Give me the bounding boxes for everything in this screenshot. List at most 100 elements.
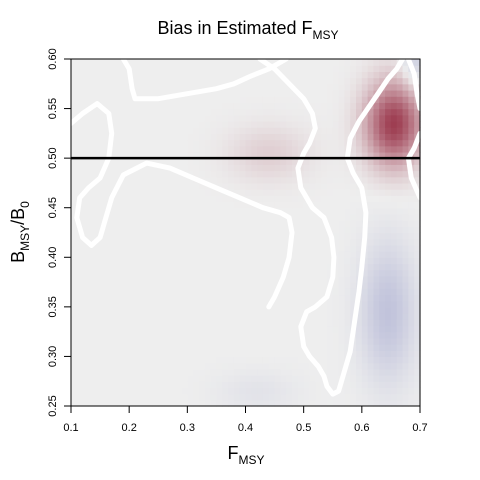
heatmap-cell [198, 151, 206, 159]
heatmap-cell [239, 232, 247, 240]
heatmap-cell [396, 337, 404, 345]
heatmap-cell [181, 139, 188, 147]
heatmap-cell [414, 288, 421, 296]
heatmap-cell [338, 275, 345, 283]
heatmap-cell [222, 244, 229, 252]
heatmap-cell [111, 65, 119, 72]
heatmap-cell [198, 300, 206, 308]
heatmap-cell [158, 300, 165, 308]
heatmap-cell [210, 151, 218, 159]
heatmap-cell [169, 127, 177, 134]
heatmap-cell [245, 238, 252, 246]
heatmap-cell [350, 375, 357, 382]
heatmap-cell [71, 176, 78, 184]
heatmap-cell [373, 83, 380, 91]
heatmap-cell [408, 282, 415, 289]
heatmap-cell [315, 226, 322, 234]
heatmap-cell [111, 381, 119, 389]
y-tick-label: 0.40 [47, 247, 59, 268]
heatmap-cell [402, 282, 409, 289]
heatmap-cell [268, 232, 276, 240]
heatmap-cell [274, 269, 281, 277]
heatmap-cell [280, 83, 287, 91]
heatmap-cell [309, 313, 316, 320]
heatmap-cell [100, 325, 107, 333]
heatmap-cell [233, 127, 241, 134]
heatmap-cell [76, 387, 84, 395]
heatmap-cell [123, 189, 130, 196]
heatmap-cell [280, 282, 287, 289]
heatmap-cell [222, 325, 229, 333]
heatmap-cell [129, 362, 136, 370]
heatmap-cell [82, 127, 90, 134]
heatmap-cell [204, 306, 212, 314]
heatmap-cell [344, 83, 351, 91]
heatmap-cell [321, 139, 328, 147]
heatmap-cell [76, 182, 84, 190]
y-tick-label: 0.55 [47, 98, 59, 119]
heatmap-cell [321, 164, 328, 172]
heatmap-cell [245, 362, 252, 370]
heatmap-cell [82, 102, 90, 110]
heatmap-cell [228, 96, 235, 103]
heatmap-cell [239, 381, 247, 389]
heatmap-cell [169, 244, 177, 252]
heatmap-cell [297, 83, 305, 91]
heatmap-cell [88, 89, 95, 97]
heatmap-cell [129, 108, 136, 116]
heatmap-cell [169, 145, 177, 153]
heatmap-cell [309, 350, 316, 358]
heatmap-cell [396, 275, 404, 283]
heatmap-cell [350, 269, 357, 277]
heatmap-cell [100, 232, 107, 240]
heatmap-cell [390, 182, 398, 190]
heatmap-cell [390, 158, 398, 165]
heatmap-cell [315, 275, 322, 283]
heatmap-cell [100, 294, 107, 302]
heatmap-cell [390, 282, 398, 289]
heatmap-cell [385, 368, 392, 376]
heatmap-cell [402, 71, 409, 79]
heatmap-cell [292, 362, 299, 370]
heatmap-cell [257, 381, 264, 389]
y-tick-label: 0.35 [47, 296, 59, 317]
heatmap-cell [210, 244, 218, 252]
heatmap-cell [361, 368, 369, 376]
heatmap-cell [373, 232, 380, 240]
heatmap-cell [187, 158, 194, 165]
heatmap-cell [88, 325, 95, 333]
heatmap-cell [146, 89, 154, 97]
heatmap-cell [181, 232, 188, 240]
heatmap-cell [71, 362, 78, 370]
heatmap-cell [71, 306, 78, 314]
heatmap-cell [321, 263, 328, 271]
heatmap-cell [158, 158, 165, 165]
heatmap-cell [164, 139, 171, 147]
heatmap-cell [94, 158, 101, 165]
heatmap-cell [303, 331, 311, 339]
heatmap-cell [88, 356, 95, 364]
heatmap-cell [152, 201, 159, 209]
heatmap-cell [71, 139, 78, 147]
heatmap-cell [76, 120, 84, 128]
heatmap-cell [100, 201, 107, 209]
heatmap-cell [251, 120, 258, 128]
heatmap-cell [181, 226, 188, 234]
heatmap-cell [175, 313, 183, 320]
heatmap-cell [332, 96, 340, 103]
heatmap-cell [321, 189, 328, 196]
heatmap-cell [169, 133, 177, 141]
heatmap-cell [321, 114, 328, 122]
heatmap-cell [216, 201, 223, 209]
heatmap-cell [245, 257, 252, 265]
heatmap-cell [82, 114, 90, 122]
heatmap-cell [100, 344, 107, 351]
heatmap-cell [367, 375, 375, 382]
heatmap-cell [257, 114, 264, 122]
heatmap-cell [76, 244, 84, 252]
heatmap-cell [228, 263, 235, 271]
heatmap-cell [338, 319, 345, 327]
heatmap-cell [367, 182, 375, 190]
heatmap-cell [239, 71, 247, 79]
heatmap-cell [379, 294, 386, 302]
